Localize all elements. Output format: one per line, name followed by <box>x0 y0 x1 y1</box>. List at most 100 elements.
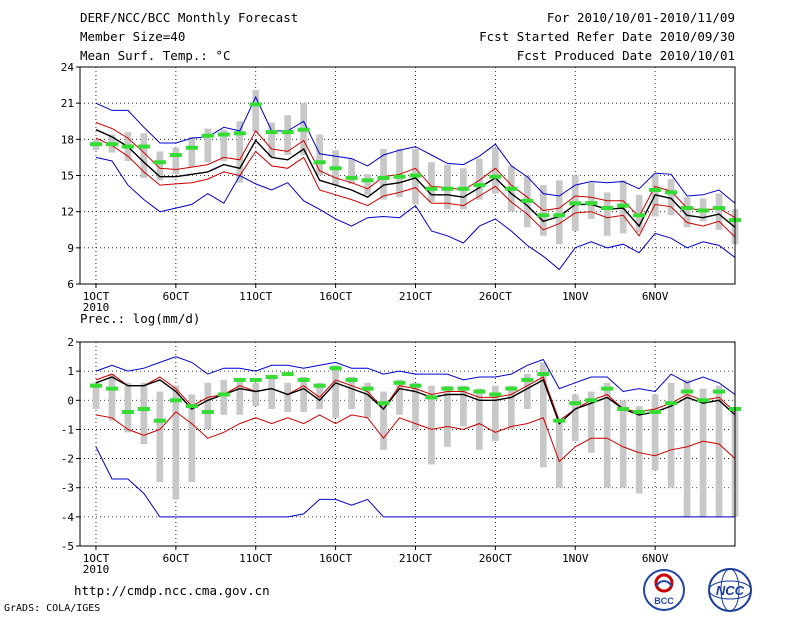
panel2-obs-marker <box>665 401 678 406</box>
panel1-spread-box <box>715 193 723 230</box>
panel2-spread-box <box>635 406 643 494</box>
panel1-spread-box <box>172 147 180 175</box>
panel2-spread-box <box>284 382 292 412</box>
panel2-series-ensemble-min <box>95 446 735 518</box>
panel1-spread-box <box>204 128 212 163</box>
panel2-series-mean-1-std <box>95 411 736 463</box>
panel1-ytick-label: 24 <box>61 61 75 74</box>
panel2-obs-marker <box>505 386 518 391</box>
panel1-spread-box <box>316 134 323 176</box>
panel1-xtick-label: 6OCT <box>163 290 190 303</box>
panel1-spread-box <box>396 148 403 198</box>
panel2-spread-box <box>428 385 435 465</box>
panel2-xtick-label: 6NOV <box>642 552 669 565</box>
panel2-spread-box <box>715 385 723 517</box>
panel2-obs-marker <box>441 386 454 391</box>
panel1-obs-marker <box>585 201 598 206</box>
panel2-obs-marker <box>137 407 150 412</box>
panel2-spread-box <box>92 382 100 410</box>
panel2-spread-box <box>236 379 244 415</box>
member-size-label: Member Size=40 <box>80 29 186 44</box>
panel1-obs-marker <box>521 198 534 203</box>
panel2-spread-box <box>220 379 228 415</box>
panel1-spread-box <box>428 162 435 203</box>
panel2-obs-marker <box>185 404 198 409</box>
panel2-series-ensemble-max <box>95 356 736 395</box>
started-refer-date: Fcst Started Refer Date 2010/09/30 <box>479 29 735 44</box>
panel2-obs-marker <box>281 372 294 377</box>
panel1-spread-box <box>156 151 164 181</box>
panel1-xtick-label: 11OCT <box>239 290 272 303</box>
panel2-spread-box <box>140 382 148 444</box>
panel2-obs-marker <box>617 407 630 412</box>
panel2-spread-box <box>412 382 419 430</box>
panel2-spread-box <box>476 388 483 450</box>
panel2-obs-marker <box>105 386 118 391</box>
panel2-spread-box <box>699 388 707 517</box>
panel1-ytick-label: 9 <box>67 242 74 255</box>
panel1-obs-marker <box>393 174 406 179</box>
panel2-spread-box <box>444 385 451 447</box>
panel1-xtick-label: 1NOV <box>562 290 589 303</box>
panel2-xtick-label: 21OCT <box>399 552 432 565</box>
panel2-obs-marker <box>681 389 694 394</box>
panel2-spread-box <box>268 376 276 410</box>
panel2-spread-box <box>300 376 308 412</box>
panel2-ytick-label: 2 <box>67 336 74 349</box>
panel1-xtick-sublabel: 2010 <box>83 301 110 314</box>
ncc-logo: NCC <box>708 568 752 612</box>
panel2-spread-box <box>571 394 579 442</box>
panel1-obs-marker <box>265 130 278 135</box>
panel2-title: Prec.: log(mm/d) <box>80 311 200 326</box>
panel2-obs-marker <box>633 409 646 414</box>
footer-url[interactable]: http://cmdp.ncc.cma.gov.cn <box>74 583 270 598</box>
panel2-xtick-label: 11OCT <box>239 552 272 565</box>
panel2-spread-box <box>460 385 467 427</box>
panel1-ytick-label: 6 <box>67 278 74 291</box>
panel2-spread-box <box>651 394 659 471</box>
panel2-obs-marker <box>537 372 550 377</box>
panel2-obs-marker <box>201 409 214 414</box>
panel2-obs-marker <box>457 386 470 391</box>
panel2-spread-box <box>172 385 180 500</box>
chart-title: DERF/NCC/BCC Monthly Forecast <box>80 10 299 25</box>
panel1-obs-marker <box>201 133 214 138</box>
panel2-obs-marker <box>169 398 182 403</box>
panel2-ytick-label: 1 <box>67 365 74 378</box>
panel2-xtick-label: 26OCT <box>479 552 512 565</box>
panel1-obs-marker <box>425 186 438 191</box>
panel2-ytick-label: -4 <box>61 511 75 524</box>
panel1-obs-marker <box>233 131 246 136</box>
panel1-obs-marker <box>633 213 646 218</box>
panel2-obs-marker <box>345 377 358 382</box>
panel2-spread-box <box>587 391 595 453</box>
panel2-obs-marker <box>697 398 710 403</box>
panel2-spread-box <box>380 391 387 450</box>
panel2-xtick-label: 1OCT <box>83 552 110 565</box>
panel2-spread-box <box>332 365 339 418</box>
panel1-spread-box <box>348 158 355 184</box>
bcc-logo-text: BCC <box>654 596 674 606</box>
panel1-obs-marker <box>649 187 662 192</box>
panel2-spread-box <box>619 400 627 488</box>
ncc-logo-text: NCC <box>716 583 745 598</box>
panel2-obs-marker <box>713 389 726 394</box>
panel2-ytick-label: -3 <box>61 482 74 495</box>
panel2-spread-box <box>204 382 212 430</box>
panel1-obs-marker <box>665 190 678 195</box>
panel1-spread-box <box>555 180 563 245</box>
panel1-spread-box <box>252 89 260 133</box>
panel1-ytick-label: 15 <box>61 170 74 183</box>
panel2-spread-box <box>555 420 563 488</box>
panel2-obs-marker <box>409 383 422 388</box>
panel1-spread-box <box>220 129 228 162</box>
panel2-obs-marker <box>121 409 134 414</box>
panel2-spread-box <box>252 382 260 407</box>
panel1-spread-box <box>284 115 292 156</box>
panel1-obs-marker <box>457 186 470 191</box>
panel1-spread-box <box>492 147 499 194</box>
panel1-obs-marker <box>169 153 182 158</box>
panel1-series-ensemble-min <box>95 156 736 271</box>
panel1-obs-marker <box>617 203 630 208</box>
